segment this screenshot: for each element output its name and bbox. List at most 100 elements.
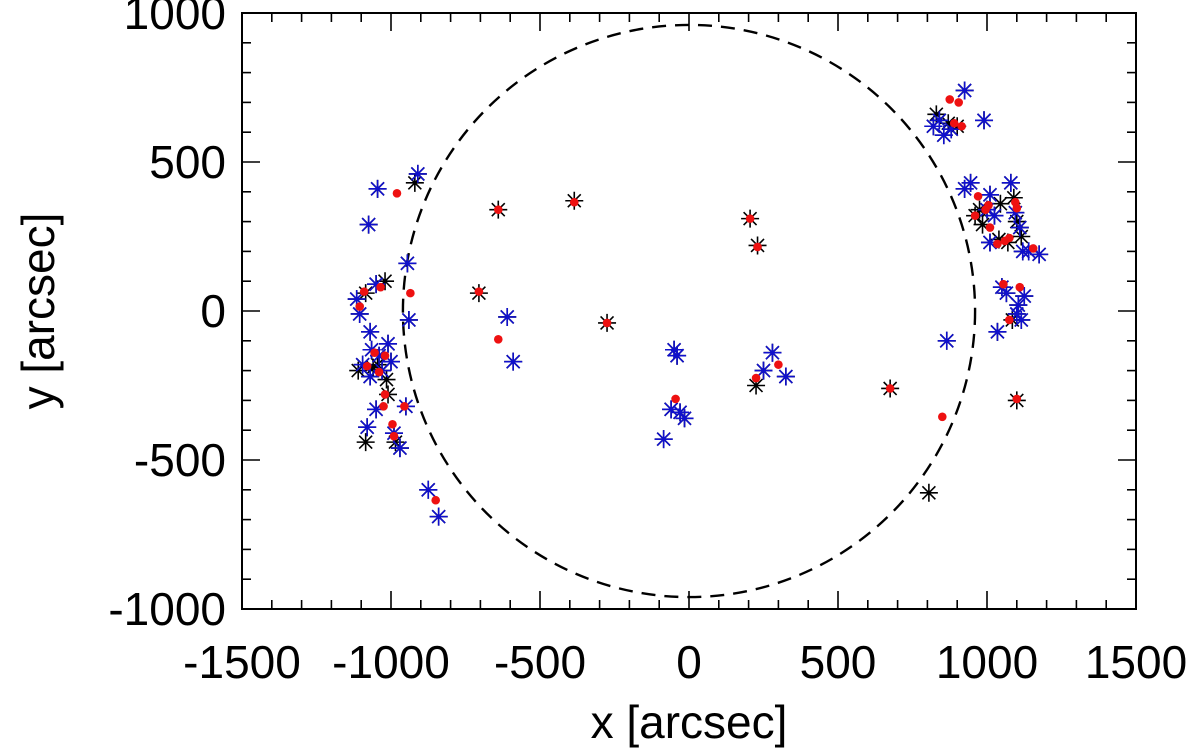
data-point-black-star: [386, 433, 405, 452]
x-tick-label: -1000: [332, 636, 450, 688]
data-point-blue-star-stroke: [754, 361, 773, 380]
data-point-blue-star-stroke: [961, 173, 980, 192]
data-point-blue-star: [654, 430, 673, 449]
data-point-blue-star: [985, 206, 1004, 225]
data-point-blue-star: [980, 185, 999, 204]
data-point-blue-star-stroke: [359, 215, 378, 234]
data-point-blue-star: [368, 179, 387, 198]
data-point-black-star-stroke: [989, 230, 1008, 249]
data-point-red-dot: [1012, 394, 1022, 404]
data-point-red-dot: [376, 282, 385, 292]
y-tick-label: 1000: [124, 0, 226, 39]
data-point-blue-star: [997, 284, 1016, 303]
x-tick-label: 1000: [936, 636, 1038, 688]
data-point-blue-star: [1001, 173, 1020, 192]
data-point-blue-star: [504, 352, 523, 371]
data-point-black-star: [1012, 227, 1031, 246]
data-point-blue-star-stroke: [955, 81, 974, 100]
y-tick-label: -1000: [108, 583, 226, 635]
data-point-red-dot: [392, 188, 402, 198]
data-point-red-dot: [1015, 282, 1025, 292]
data-point-red-dot: [569, 197, 579, 207]
y-tick-label: 500: [149, 136, 226, 188]
data-point-blue-star-stroke: [654, 430, 673, 449]
data-point-blue-star: [662, 400, 681, 419]
data-point-red-dot: [493, 335, 503, 344]
y-axis-label: y [arcsec]: [12, 213, 64, 410]
data-point-blue-star-stroke: [1030, 245, 1049, 264]
data-point-blue-star: [937, 331, 956, 350]
data-point-red-dot: [400, 402, 409, 411]
data-point-blue-star: [754, 361, 773, 380]
data-point-red-dot: [954, 98, 963, 107]
data-point-blue-star-stroke: [408, 164, 427, 183]
data-point-red-dot: [774, 360, 783, 369]
data-point-black-star: [356, 433, 375, 452]
data-point-blue-star-stroke: [1010, 218, 1029, 237]
data-point-blue-star-stroke: [370, 346, 389, 365]
data-point-black-star-stroke: [1007, 212, 1026, 231]
data-point-black-star-stroke: [747, 376, 766, 395]
data-point-blue-star: [961, 173, 980, 192]
data-point-blue-star: [1007, 304, 1026, 323]
data-point-blue-star-stroke: [382, 352, 400, 371]
data-point-red-dot: [745, 214, 755, 223]
data-point-blue-star: [1012, 310, 1031, 329]
data-point-blue-star-stroke: [368, 179, 387, 198]
data-point-blue-star-stroke: [985, 206, 1004, 225]
data-point-black-star-stroke: [349, 361, 368, 380]
data-point-blue-star-stroke: [1015, 287, 1034, 306]
data-point-blue-star: [399, 310, 418, 329]
data-point-red-dot: [362, 361, 372, 371]
data-point-black-star-stroke: [973, 215, 992, 234]
data-point-blue-star-stroke: [980, 233, 999, 252]
data-point-black-star: [919, 483, 938, 502]
data-point-red-dot: [999, 279, 1008, 289]
data-point-red-dot: [1012, 203, 1022, 213]
data-point-blue-star-stroke: [361, 367, 380, 386]
data-point-black-star-stroke: [386, 433, 405, 452]
data-point-blue-star: [398, 254, 417, 273]
data-point-red-dot: [938, 412, 947, 422]
solar-limb-layer: [401, 23, 977, 599]
data-point-blue-star: [370, 346, 389, 365]
data-point-blue-star: [419, 480, 438, 499]
data-point-blue-star-stroke: [1001, 173, 1020, 192]
data-point-blue-star: [1019, 242, 1038, 261]
data-point-blue-star: [665, 340, 684, 359]
data-point-blue-star-stroke: [379, 334, 398, 353]
data-point-blue-star-stroke: [997, 284, 1016, 303]
data-point-blue-star-stroke: [367, 400, 386, 419]
data-point-blue-star: [408, 164, 427, 183]
data-point-blue-star-stroke: [763, 343, 782, 362]
data-point-red-dot: [431, 495, 441, 505]
data-marker-layer: [347, 81, 1049, 526]
data-point-blue-star: [675, 409, 694, 428]
data-point-black-star-stroke: [376, 272, 395, 291]
data-point-black-star-stroke: [919, 483, 938, 502]
data-point-blue-star-stroke: [1009, 296, 1028, 315]
data-point-black-star: [364, 358, 383, 377]
data-point-blue-star: [930, 111, 949, 130]
data-point-red-dot: [388, 419, 397, 429]
tick-label-layer: -1500 -1000 -500 0 500 1000 1500-1000-50005001…: [108, 0, 1187, 688]
data-point-red-dot: [370, 348, 379, 358]
data-point-blue-star-stroke: [347, 290, 366, 309]
tick-layer: [241, 12, 1137, 610]
data-point-red-dot: [406, 288, 415, 298]
data-point-blue-star: [382, 352, 400, 371]
data-point-blue-star: [988, 322, 1007, 341]
data-point-blue-star-stroke: [1019, 242, 1038, 261]
data-point-blue-star: [942, 120, 961, 139]
data-point-blue-star: [955, 81, 974, 100]
x-tick-label: 1500: [1085, 636, 1187, 688]
data-point-blue-star: [390, 439, 409, 458]
data-point-red-dot: [379, 402, 388, 411]
data-point-blue-star-stroke: [419, 480, 438, 499]
data-point-black-star-stroke: [405, 173, 424, 192]
data-point-blue-star: [934, 126, 953, 145]
data-point-blue-star-stroke: [1006, 203, 1025, 222]
data-point-blue-star-stroke: [930, 111, 949, 130]
data-point-red-dot: [359, 287, 369, 296]
